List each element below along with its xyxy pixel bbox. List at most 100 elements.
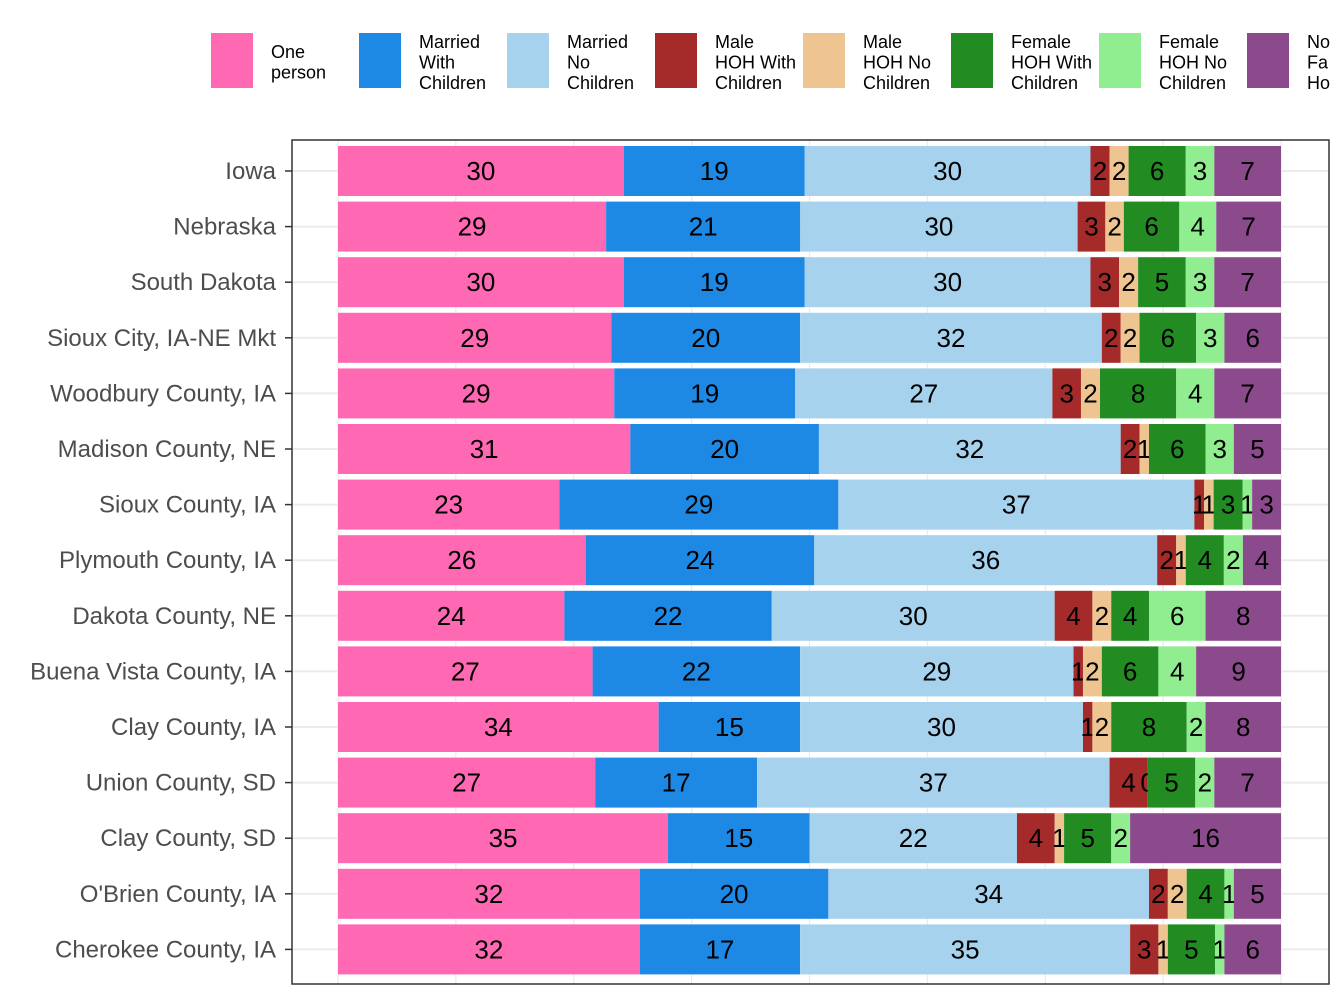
data-label: 27 [909,378,938,408]
data-label: 6 [1245,934,1259,964]
y-tick-label: Sioux City, IA-NE Mkt [47,325,276,352]
bar-segment-married-no-children [804,146,1091,196]
bar-segment-married-with-children [668,813,810,864]
data-label: 6 [1161,323,1175,353]
y-tick-label: Clay County, SD [100,825,276,852]
bar-segment-one-person [338,813,669,864]
data-label: 1 [1192,490,1206,520]
data-label: 15 [715,712,744,742]
bar-segment-married-no-children [800,201,1078,252]
bar-segment-non-family-households [1205,702,1281,752]
legend-key [211,33,253,88]
bar-segment-non-family-households [1224,312,1281,363]
bar-segment-one-person [338,702,659,752]
data-label: 20 [720,879,749,909]
bar-segment-one-person [338,146,624,196]
bar-segment-male-hoh-with-children [1109,757,1148,808]
legend-label: Children [1011,73,1078,93]
bar-segment-female-hoh-with-children [1101,646,1159,697]
bar-segment-one-person [338,424,631,474]
data-label: 4 [1255,545,1269,575]
data-label: 3 [1212,434,1226,464]
data-label: 9 [1231,656,1245,686]
bar-segment-one-person [338,257,624,308]
data-label: 30 [927,712,956,742]
legend-label: HOH With [1011,53,1092,73]
data-label: 8 [1236,601,1250,631]
bar-row-nebraska: 29 21 30 3 2 6 4 7 [338,201,1281,252]
bar-segment-one-person [338,479,560,530]
bar-segment-male-hoh-with-children [1148,868,1168,919]
bar-segment-female-hoh-with-children [1111,590,1149,641]
bar-row-sioux-county-ia: 23 29 37 11 3 1 3 [338,479,1281,530]
bar-segment-non-family-households [1233,868,1281,919]
legend-label: HOH No [1159,53,1227,73]
bar-segment-male-hoh-no-children [1080,368,1101,419]
bar-segment-married-with-children [639,868,829,919]
legend-key [1247,33,1289,88]
data-label: 29 [684,490,713,520]
data-label: 29 [458,212,487,242]
data-label: 4 [1198,879,1212,909]
data-label: 29 [460,323,489,353]
bar-segment-male-hoh-with-children [1054,590,1093,641]
bar-segment-male-hoh-no-children [1204,479,1214,530]
data-label: 15 [724,823,753,853]
data-label: 19 [690,378,719,408]
data-label: 4 [1121,768,1135,798]
data-label: 3 [1084,212,1098,242]
bar-segment-married-no-children [800,924,1131,975]
data-label: 2 [1093,156,1107,186]
data-label: 21 [689,212,718,242]
bar-segment-non-family-households [1224,924,1281,975]
y-tick-label: South Dakota [131,269,277,296]
data-label: 6 [1170,434,1184,464]
bar-segment-one-person [338,924,640,975]
legend-key [359,33,401,88]
bar-segment-female-hoh-no-children [1186,702,1206,752]
bar-segment-male-hoh-with-children [1090,257,1120,308]
bar-segment-married-with-children [630,424,819,474]
data-label: 29 [922,656,951,686]
data-label: 17 [662,768,691,798]
bar-segment-married-no-children [804,257,1091,308]
data-label: 1 [1137,434,1151,464]
data-label: 2 [1095,601,1109,631]
data-label: 4 [1170,656,1184,686]
bar-segment-married-with-children [623,257,805,308]
bar-row-buena-vista-county-ia: 27 22 29 1 2 6 4 9 [338,646,1281,697]
bar-segment-male-hoh-no-children [1176,535,1186,586]
bar-segment-female-hoh-with-children [1064,813,1112,864]
data-label: 32 [474,879,503,909]
bar-segment-one-person [338,368,615,419]
legend-label: No [567,53,590,73]
bar-segment-one-person [338,646,593,697]
bar-segment-married-no-children [800,646,1074,697]
data-label: 22 [682,656,711,686]
bar-segment-non-family-households [1214,146,1281,196]
bar-segment-married-no-children [800,702,1083,752]
data-label: 2 [1113,823,1127,853]
bar-segment-non-family-households [1130,813,1281,864]
bar-segment-male-hoh-with-children [1157,535,1177,586]
legend-label: Male [863,32,902,52]
data-label: 5 [1080,823,1094,853]
data-label: 1 [1174,545,1188,575]
bar-row-plymouth-county-ia: 26 24 36 2 1 4 2 4 [338,535,1281,586]
bar-segment-non-family-households [1233,424,1281,474]
bar-segment-one-person [338,757,596,808]
data-label: 1 [1222,879,1236,909]
bar-segment-married-with-children [595,757,758,808]
legend-label: Married [419,32,480,52]
y-tick-label: Cherokee County, IA [55,936,276,963]
bar-segment-female-hoh-with-children [1111,702,1187,752]
data-label: 5 [1250,434,1264,464]
legend-label: Male [715,32,754,52]
data-label: 6 [1144,212,1158,242]
data-label: 5 [1164,768,1178,798]
data-label: 30 [933,156,962,186]
